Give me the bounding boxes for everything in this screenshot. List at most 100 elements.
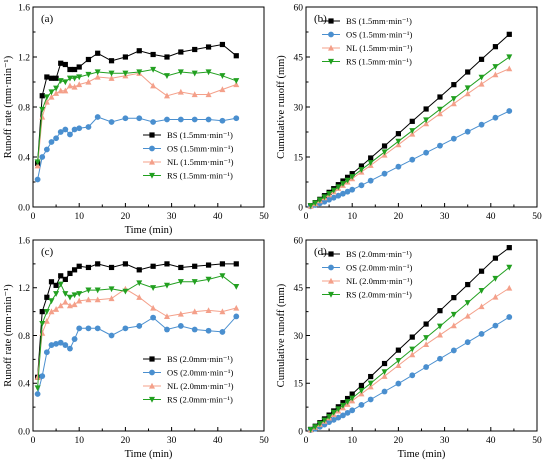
data-point <box>57 281 64 288</box>
data-point <box>326 196 332 203</box>
data-point <box>53 306 60 312</box>
legend-entry: OS (2.0mm·min⁻¹) <box>143 368 233 378</box>
data-point <box>381 149 388 156</box>
series-nl <box>307 284 513 433</box>
x-tick-label: 20 <box>394 212 404 222</box>
data-point <box>367 380 374 387</box>
legend-marker <box>149 382 155 389</box>
data-point <box>423 341 430 348</box>
data-point <box>358 387 365 394</box>
data-point <box>44 74 50 80</box>
data-point <box>464 85 471 92</box>
data-point <box>358 401 365 408</box>
x-axis-title: Time (min) <box>125 449 173 460</box>
data-point <box>108 58 115 64</box>
data-point <box>48 279 55 285</box>
data-point <box>450 96 457 102</box>
data-point <box>437 308 443 314</box>
y-tick-label: 0.4 <box>18 380 30 390</box>
data-point <box>67 131 73 138</box>
data-point <box>191 91 198 98</box>
data-point <box>150 263 156 269</box>
data-point <box>76 64 82 70</box>
data-point <box>108 70 115 77</box>
data-point <box>368 155 374 161</box>
data-point <box>506 264 513 271</box>
y-tick-label: 15 <box>294 380 304 390</box>
data-point <box>94 73 101 80</box>
y-tick-label: 1.2 <box>18 53 30 63</box>
data-point <box>39 320 46 327</box>
data-point <box>108 264 115 271</box>
data-point <box>62 61 68 68</box>
y-tick-label: 0.8 <box>18 103 30 113</box>
data-point <box>492 293 499 300</box>
data-point <box>53 135 59 142</box>
data-point <box>191 279 198 285</box>
series-bs <box>35 261 239 380</box>
y-tick-label: 0 <box>298 427 303 437</box>
data-point <box>233 115 240 122</box>
data-point <box>335 406 342 413</box>
data-point <box>423 117 430 124</box>
legend-label: RS (1.5mm·min⁻¹) <box>346 57 412 67</box>
y-tick-label: 60 <box>294 236 304 246</box>
data-point <box>76 263 82 269</box>
y-axis-title: Cumulative runoff (mm) <box>276 283 287 387</box>
data-point <box>219 308 226 315</box>
y-tick-label: 1.6 <box>18 3 30 13</box>
panel-b: 0 10 20 30 40 50 0 15 30 45 60 Cumulative runoff (m… <box>276 3 542 222</box>
data-point <box>48 342 55 348</box>
data-point <box>219 273 226 280</box>
data-point <box>66 294 73 301</box>
data-point <box>326 414 333 420</box>
data-point <box>316 197 323 204</box>
data-point <box>66 82 73 89</box>
data-point <box>219 41 226 48</box>
legend-label: OS (2.0mm·min⁻¹) <box>346 263 412 273</box>
data-point <box>349 186 356 193</box>
data-point <box>136 267 142 273</box>
x-tick-label: 10 <box>347 436 357 446</box>
x-tick-label: 30 <box>440 436 450 446</box>
panel-label: (c) <box>41 246 54 258</box>
data-point <box>492 275 499 282</box>
data-point <box>76 74 83 81</box>
data-point <box>85 124 92 130</box>
data-point <box>340 412 346 419</box>
data-point <box>150 51 156 58</box>
panel-label: (d) <box>314 246 327 258</box>
data-point <box>330 194 337 201</box>
data-point <box>344 177 351 184</box>
data-point <box>349 407 356 414</box>
data-point <box>62 276 68 282</box>
series-rs <box>34 273 240 392</box>
legend-label: NL (1.5mm·min⁻¹) <box>167 157 234 167</box>
data-point <box>307 203 314 209</box>
y-tick-label: 45 <box>294 284 304 294</box>
legend-label: BS (2.0mm·min⁻¹) <box>346 249 412 259</box>
data-point <box>492 255 499 261</box>
data-point <box>358 382 365 389</box>
data-point <box>34 385 41 392</box>
legend-marker <box>328 18 334 24</box>
data-point <box>108 286 115 293</box>
data-point <box>450 322 457 329</box>
data-point <box>330 416 337 423</box>
data-point <box>381 369 388 375</box>
data-point <box>367 383 374 390</box>
data-point <box>465 69 471 75</box>
data-point <box>43 309 50 315</box>
series-line <box>37 288 237 378</box>
data-point <box>163 282 170 289</box>
series-rs <box>34 66 240 166</box>
data-point <box>451 295 457 301</box>
data-point <box>358 167 365 173</box>
data-point <box>34 162 41 169</box>
data-point <box>150 285 157 291</box>
data-point <box>340 400 346 406</box>
data-point <box>34 176 41 183</box>
legend-marker <box>328 44 334 51</box>
data-point <box>43 317 50 324</box>
data-point <box>358 182 365 189</box>
